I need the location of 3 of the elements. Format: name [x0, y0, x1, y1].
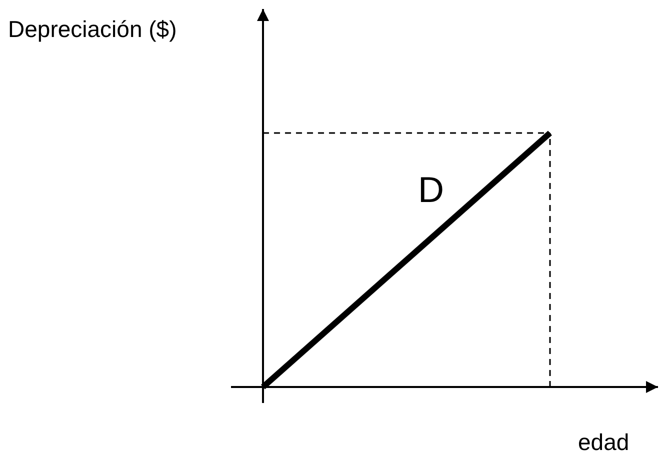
y-axis-title: Depreciación ($)	[8, 16, 177, 42]
series-label: D	[418, 169, 444, 210]
x-axis-title: edad	[578, 429, 630, 452]
